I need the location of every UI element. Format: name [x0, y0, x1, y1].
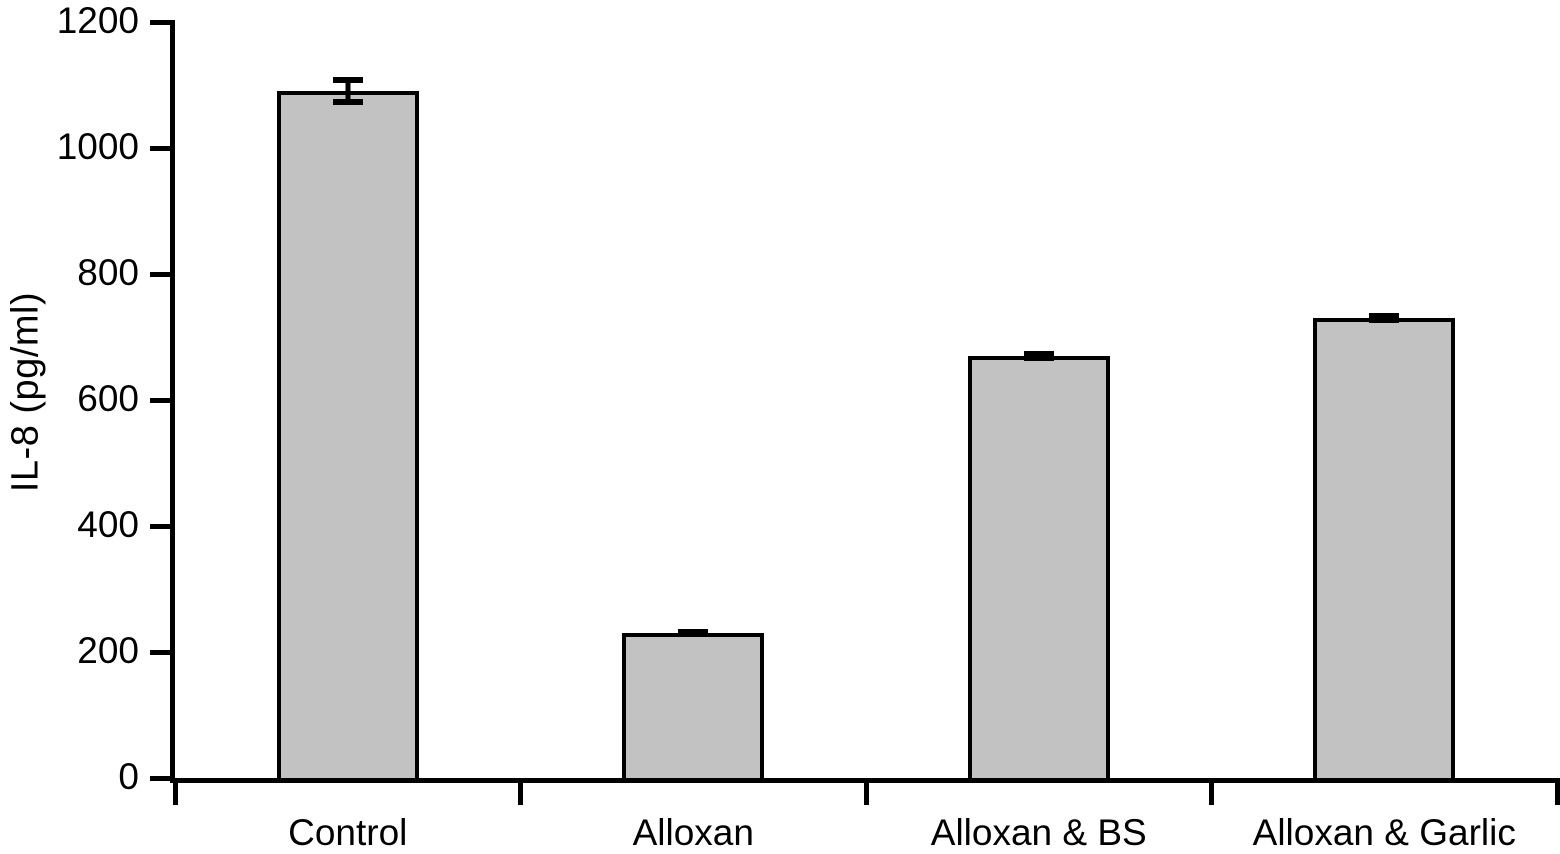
y-axis-tick	[150, 19, 175, 25]
bar-3	[1313, 318, 1456, 778]
error-bar-cap-bottom	[1023, 354, 1054, 361]
error-bar-cap-bottom	[332, 99, 363, 106]
x-axis-tick	[172, 778, 178, 805]
plot-area: 0 200 400 600 800 1000 1200 Control Alloxan Allox…	[57, 0, 1560, 853]
y-tick-label: 200	[77, 630, 139, 672]
y-tick-label: 400	[77, 504, 139, 546]
x-axis-tick	[1554, 778, 1560, 805]
y-axis-tick	[150, 649, 175, 655]
y-axis-title: IL-8 (pg/ml)	[4, 291, 47, 493]
x-category-label: Alloxan & BS	[930, 812, 1147, 853]
error-bar-3	[1369, 313, 1400, 324]
y-tick-label: 800	[77, 252, 139, 294]
y-axis-tick	[150, 775, 175, 781]
x-axis-tick	[518, 778, 523, 805]
error-bar-2	[1023, 350, 1054, 361]
x-axis-tick	[863, 778, 869, 805]
error-bar-cap-bottom	[1369, 317, 1400, 324]
x-category-label: Control	[288, 812, 408, 853]
error-bar-cap-bottom	[678, 630, 709, 637]
x-category-label: Alloxan & Garlic	[1252, 812, 1516, 853]
error-bar-0	[332, 77, 363, 106]
x-axis-tick	[1209, 778, 1214, 805]
error-bar-1	[678, 629, 709, 637]
y-tick-label: 1000	[56, 126, 139, 168]
error-bar-line	[345, 77, 351, 106]
y-axis-tick	[150, 271, 175, 277]
error-bar-cap-top	[1369, 313, 1400, 320]
y-axis-tick	[150, 523, 175, 529]
y-axis-tick	[150, 145, 175, 151]
x-category-label: Alloxan	[632, 812, 754, 853]
bar-2	[967, 355, 1110, 778]
y-tick-label: 0	[118, 756, 139, 798]
error-bar-cap-top	[1023, 350, 1054, 357]
y-axis-tick	[150, 397, 175, 403]
bar-0	[276, 91, 419, 778]
error-bar-cap-top	[332, 77, 363, 84]
y-tick-label: 600	[77, 378, 139, 420]
y-tick-label: 1200	[56, 0, 139, 42]
bar-1	[622, 633, 765, 778]
